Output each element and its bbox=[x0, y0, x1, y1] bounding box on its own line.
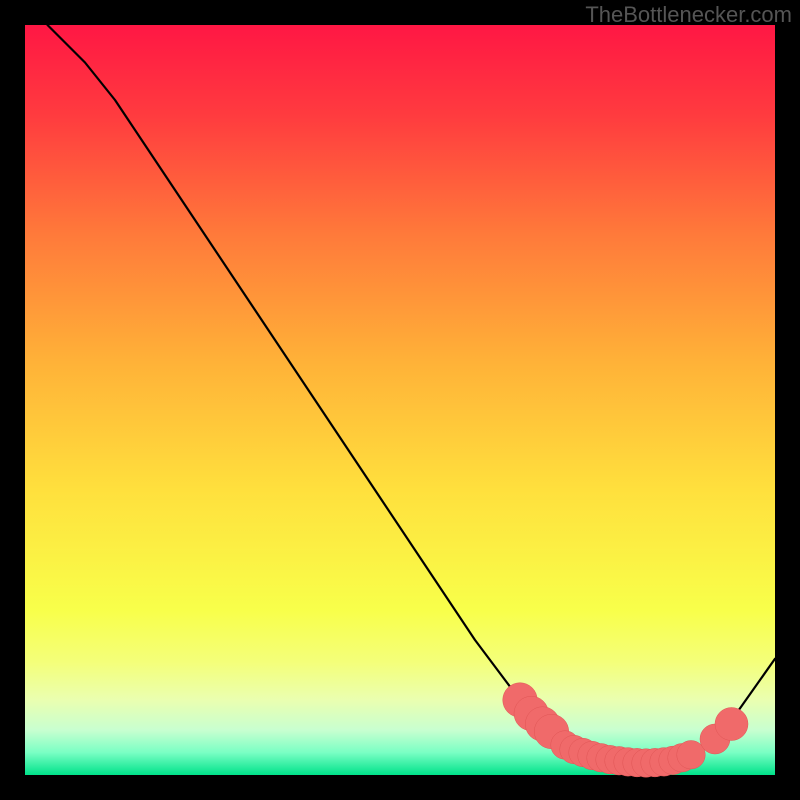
curve-marker bbox=[715, 708, 748, 741]
chart-svg bbox=[25, 25, 775, 775]
chart-background bbox=[25, 25, 775, 775]
chart-container bbox=[25, 25, 775, 775]
watermark-text: TheBottlenecker.com bbox=[585, 2, 792, 28]
